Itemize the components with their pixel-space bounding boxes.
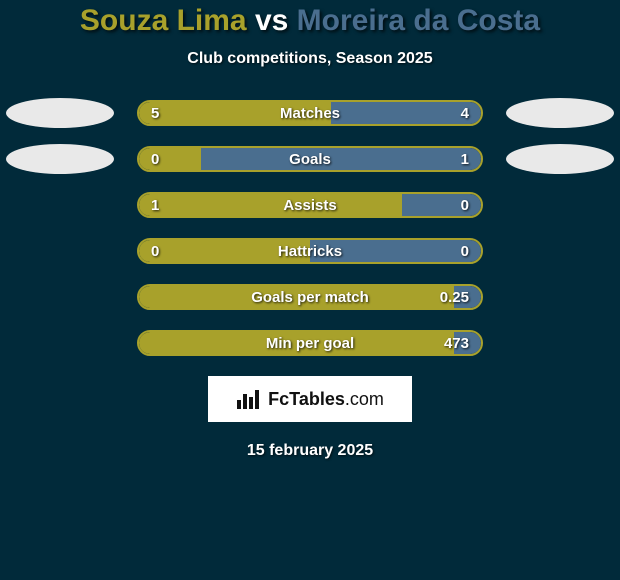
player1-oval: [6, 98, 114, 128]
stat-row: Goals per match0.25: [0, 284, 620, 310]
stat-bar-fill-right: [454, 286, 481, 308]
stat-row: Hattricks00: [0, 238, 620, 264]
subtitle: Club competitions, Season 2025: [0, 50, 620, 68]
stat-bar-fill-left: [139, 286, 454, 308]
stat-row: Min per goal473: [0, 330, 620, 356]
stat-bar-track: Matches54: [137, 100, 483, 126]
stat-bar-track: Goals01: [137, 146, 483, 172]
date: 15 february 2025: [0, 442, 620, 460]
badge-text: FcTables.com: [268, 389, 384, 410]
page-title: Souza Lima vs Moreira da Costa: [0, 4, 620, 38]
stat-bar-fill-left: [139, 148, 201, 170]
stat-bar-fill-right: [454, 332, 481, 354]
badge-prefix: Fc: [268, 389, 289, 409]
player2-name: Moreira da Costa: [297, 4, 540, 37]
stat-row: Assists10: [0, 192, 620, 218]
stat-bar-fill-right: [402, 194, 481, 216]
badge-main: Tables: [289, 389, 345, 409]
stat-bar-fill-right: [310, 240, 481, 262]
stats-area: Matches54 Goals01 Assists10 Hattricks00 Goal…: [0, 100, 620, 356]
comparison-infographic: Souza Lima vs Moreira da Costa Club comp…: [0, 0, 620, 580]
stat-bar-fill-right: [201, 148, 481, 170]
stat-bar-track: Goals per match0.25: [137, 284, 483, 310]
player1-oval: [6, 144, 114, 174]
badge-suffix: .com: [345, 389, 384, 409]
player1-name: Souza Lima: [80, 4, 247, 37]
stat-bar-track: Assists10: [137, 192, 483, 218]
bars-icon: [236, 388, 262, 410]
stat-bar-fill-left: [139, 102, 331, 124]
stat-bar-fill-right: [331, 102, 481, 124]
stat-bar-fill-left: [139, 240, 310, 262]
stat-bar-track: Hattricks00: [137, 238, 483, 264]
stat-bar-fill-left: [139, 332, 454, 354]
fctables-badge: FcTables.com: [208, 376, 412, 422]
title-vs: vs: [255, 4, 288, 37]
stat-bar-track: Min per goal473: [137, 330, 483, 356]
stat-bar-fill-left: [139, 194, 402, 216]
player2-oval: [506, 98, 614, 128]
player2-oval: [506, 144, 614, 174]
